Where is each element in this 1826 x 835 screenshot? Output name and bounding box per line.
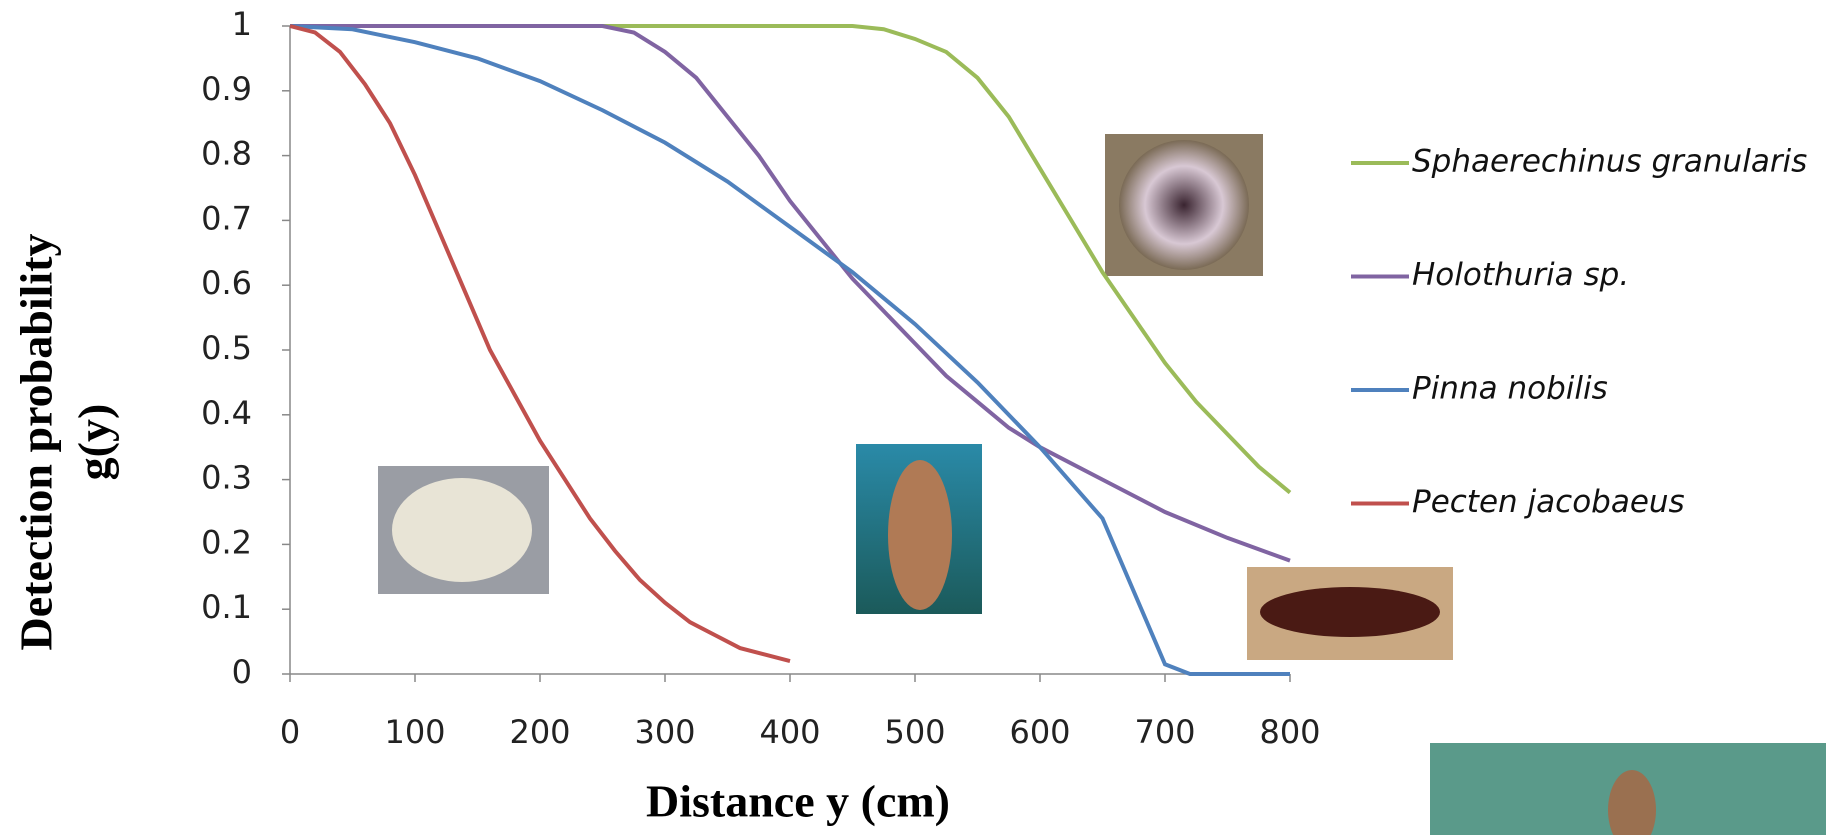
y-axis-title: Detection probability — [11, 234, 62, 651]
y-tick-label: 0.3 — [201, 459, 252, 497]
scallop-shell — [392, 478, 532, 582]
legend-label: Sphaerechinus granularis — [1412, 144, 1807, 180]
x-axis-title: Distance y (cm) — [646, 776, 950, 827]
x-tick-label: 300 — [634, 713, 695, 751]
y-tick-label: 0.7 — [201, 199, 252, 237]
cucumber — [1260, 587, 1440, 637]
x-tick-label: 500 — [884, 713, 945, 751]
x-tick-label: 800 — [1259, 713, 1320, 751]
x-tick-label: 400 — [759, 713, 820, 751]
legend-label: Pecten jacobaeus — [1412, 484, 1685, 520]
x-tick-label: 200 — [509, 713, 570, 751]
x-tick-label: 700 — [1134, 713, 1195, 751]
y-tick-label: 0.4 — [201, 394, 252, 432]
y-tick-label: 0 — [232, 653, 252, 691]
y-tick-label: 0.1 — [201, 588, 252, 626]
y-axis-title: g(y) — [69, 404, 120, 481]
y-tick-label: 0.2 — [201, 523, 252, 561]
x-tick-label: 0 — [280, 713, 300, 751]
y-tick-label: 0.5 — [201, 329, 252, 367]
y-tick-label: 0.9 — [201, 70, 252, 108]
urchin — [1119, 140, 1249, 270]
y-tick-label: 0.6 — [201, 264, 252, 302]
pinna-shell — [888, 460, 952, 610]
y-tick-label: 1 — [232, 5, 252, 43]
x-tick-label: 600 — [1009, 713, 1070, 751]
chart: Distance y (cm) Detection probability g(… — [0, 0, 1826, 835]
legend-label: Pinna nobilis — [1412, 371, 1608, 407]
y-tick-label: 0.8 — [201, 135, 252, 173]
x-tick-label: 100 — [384, 713, 445, 751]
legend-label: Holothuria sp. — [1412, 257, 1629, 293]
